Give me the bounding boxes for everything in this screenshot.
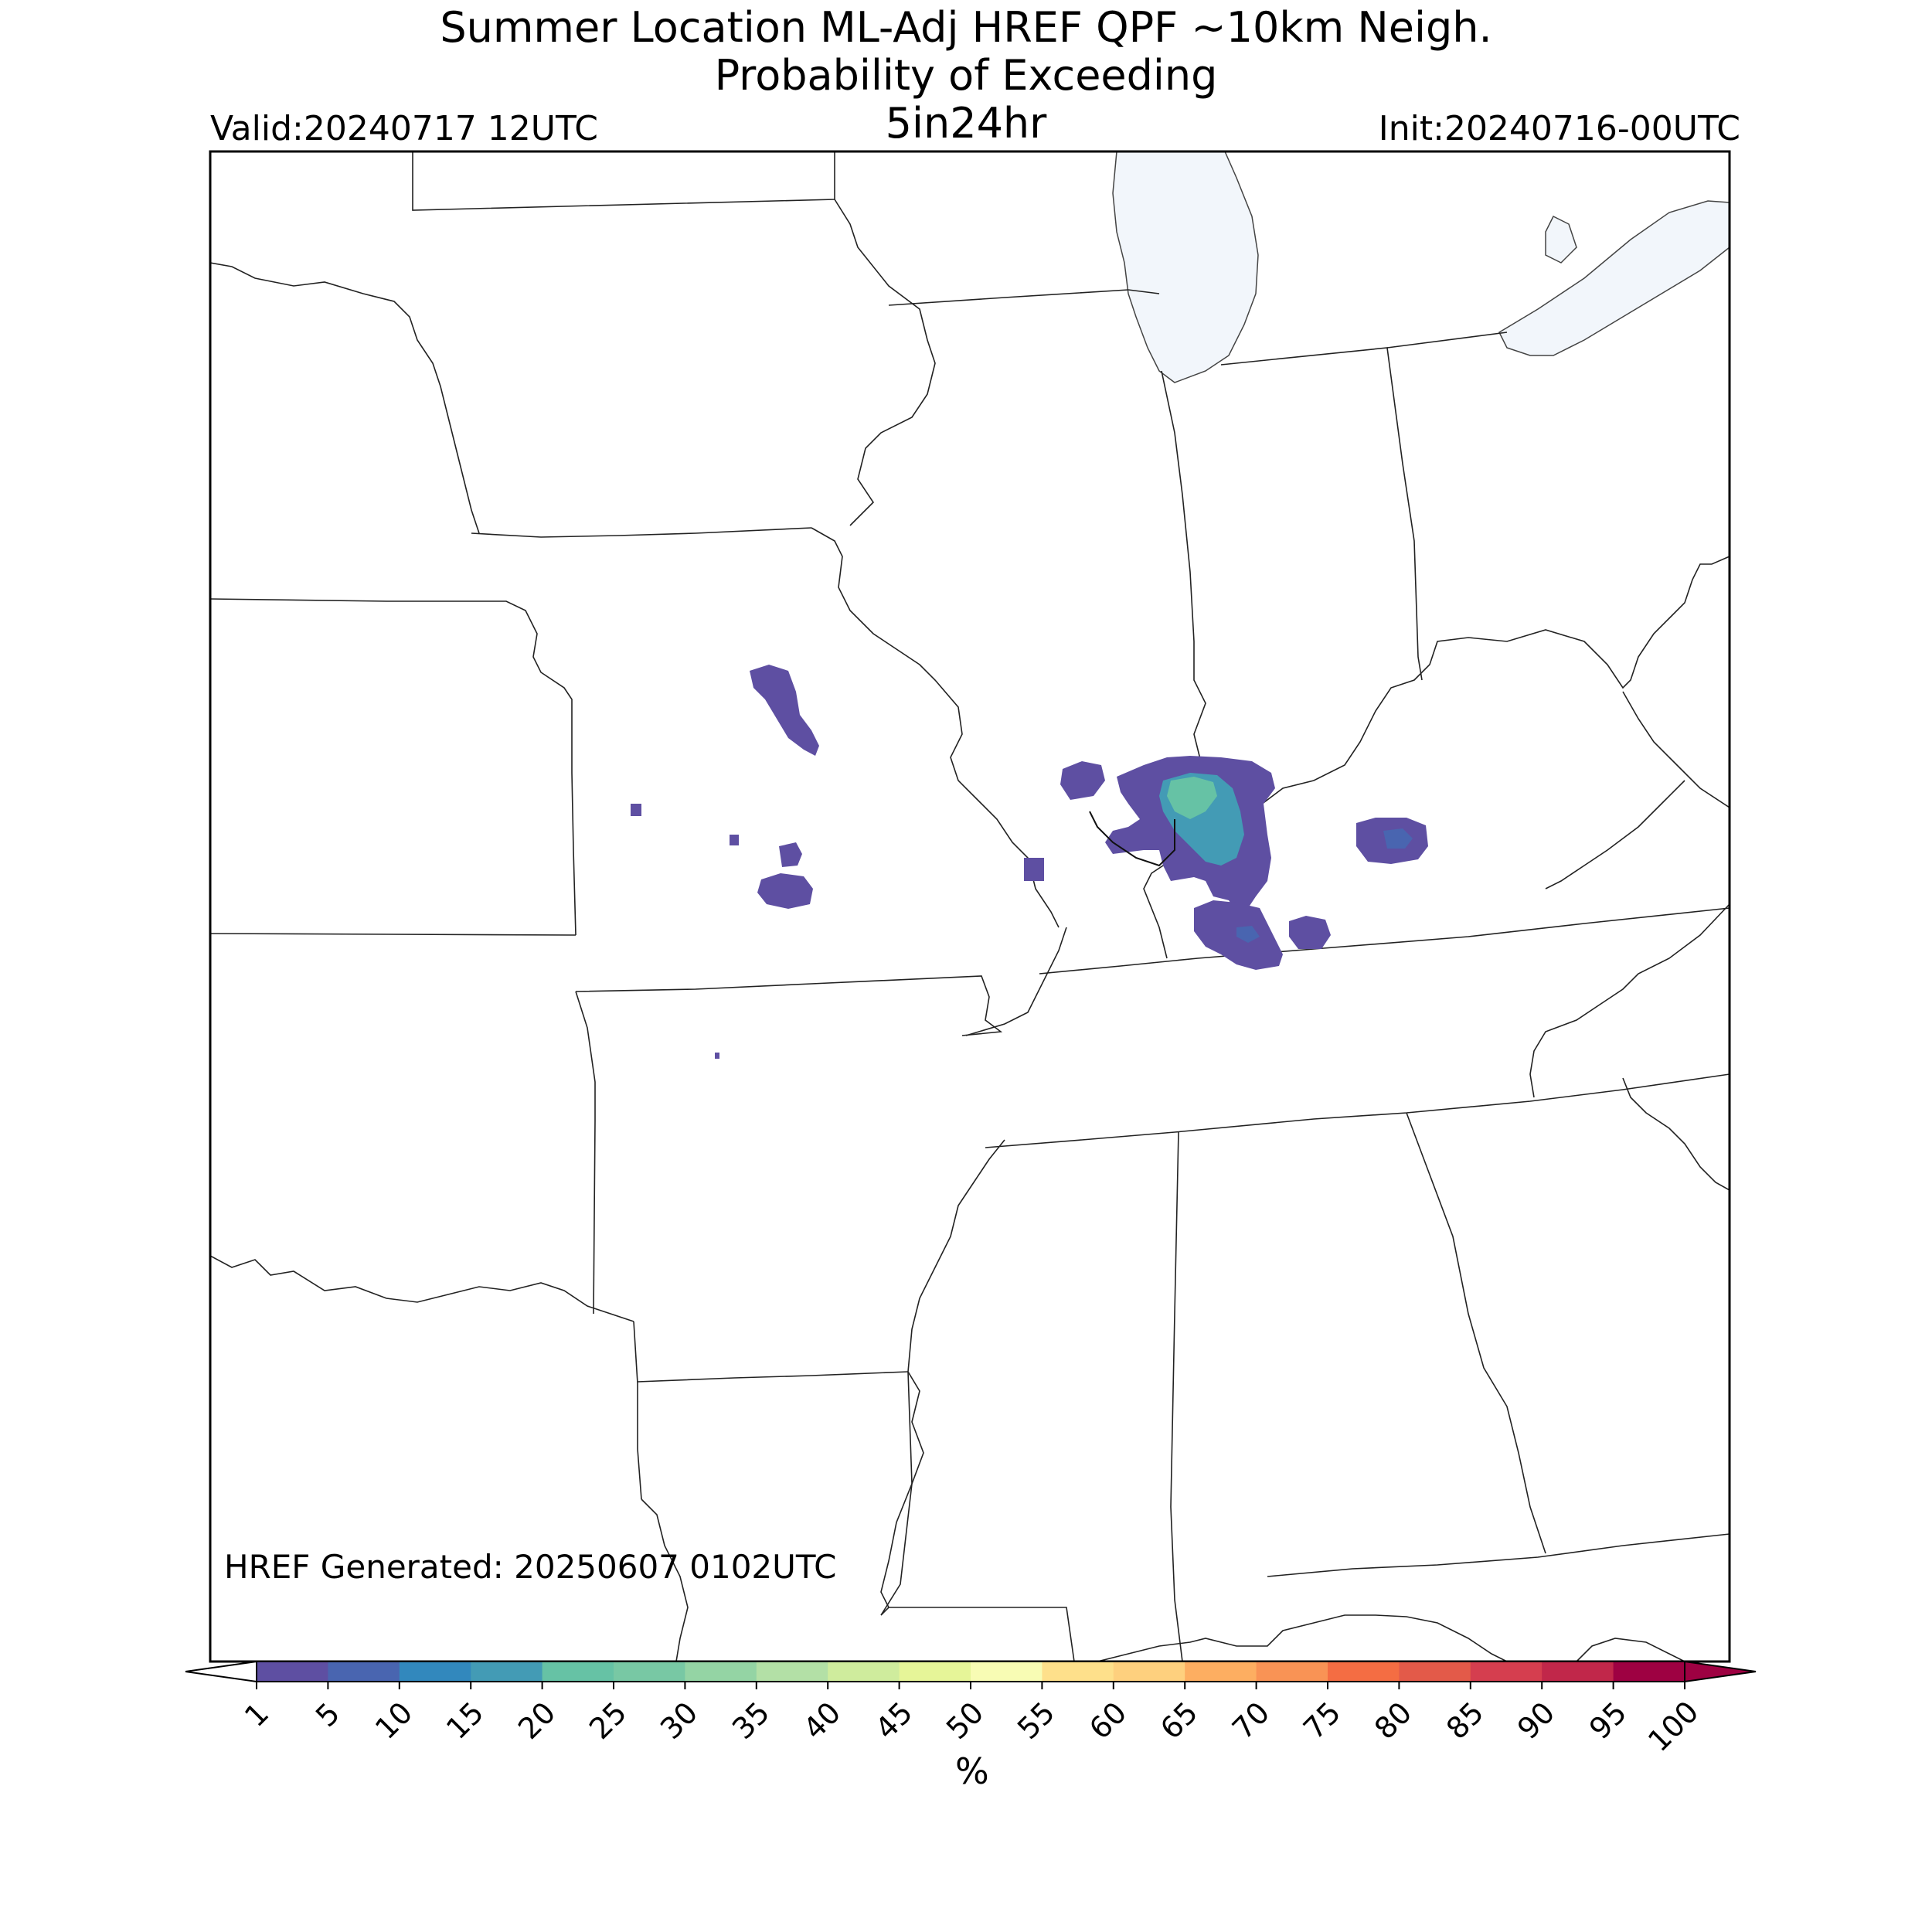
precip-area-missouri-north xyxy=(750,665,819,756)
precip-area-ky-east-10 xyxy=(1383,828,1413,849)
colorbar-under-arrow xyxy=(185,1660,257,1683)
colorbar-bin xyxy=(614,1662,685,1682)
precip-area-missouri-central xyxy=(779,842,802,867)
precip-area-missouri-south xyxy=(757,873,813,909)
colorbar-bin xyxy=(1613,1662,1685,1682)
map-area xyxy=(210,151,1730,1662)
init-time-label: Init:20240716-00UTC xyxy=(1378,109,1740,148)
colorbar-bin xyxy=(1470,1662,1543,1682)
precip-area-ky-east-small xyxy=(1289,916,1331,949)
river-overlay xyxy=(1089,811,1175,867)
title-line-3: 5in24hr xyxy=(885,99,1047,148)
colorbar xyxy=(185,1660,1757,1689)
colorbar-bin xyxy=(899,1662,971,1682)
precip-dot-2 xyxy=(730,835,739,845)
precip-area-main-20 xyxy=(1167,777,1217,819)
colorbar-bin xyxy=(1399,1662,1471,1682)
colorbar-bin xyxy=(257,1662,328,1682)
precip-area-illinois-south xyxy=(1060,761,1105,800)
colorbar-bin xyxy=(756,1662,828,1682)
lake-huron-edge xyxy=(1545,215,1577,264)
precip-area-stlouis xyxy=(1024,858,1044,881)
lake-michigan xyxy=(1112,151,1259,383)
colorbar-bin xyxy=(1113,1662,1185,1682)
colorbar-bin xyxy=(1256,1662,1328,1682)
colorbar-over-arrow xyxy=(1684,1660,1757,1683)
valid-time-label: Valid:20240717 12UTC xyxy=(210,109,599,148)
colorbar-unit-label: % xyxy=(955,1750,989,1792)
colorbar-bin xyxy=(971,1662,1043,1682)
precip-area-ky-south-10 xyxy=(1236,926,1260,943)
generated-label: HREF Generated: 20250607 0102UTC xyxy=(224,1548,837,1586)
colorbar-bin xyxy=(1185,1662,1257,1682)
colorbar-bin xyxy=(328,1662,400,1682)
colorbar-bin xyxy=(542,1662,614,1682)
lake-erie xyxy=(1498,200,1730,356)
colorbar-bin xyxy=(1542,1662,1614,1682)
precip-dot-1 xyxy=(631,804,641,816)
colorbar-bin xyxy=(828,1662,900,1682)
probability-shading xyxy=(631,665,1428,1059)
colorbar-bin xyxy=(471,1662,543,1682)
title-line-1: Summer Location ML-Adj HREF QPF ~10km Ne… xyxy=(440,3,1492,52)
colorbar-bin xyxy=(685,1662,757,1682)
precip-dot-3 xyxy=(715,1053,719,1059)
state-borders xyxy=(210,151,1730,1662)
colorbar-bin xyxy=(1042,1662,1114,1682)
title-line-2: Probability of Exceeding xyxy=(714,51,1218,100)
colorbar-bin xyxy=(399,1662,471,1682)
colorbar-bin xyxy=(1328,1662,1400,1682)
